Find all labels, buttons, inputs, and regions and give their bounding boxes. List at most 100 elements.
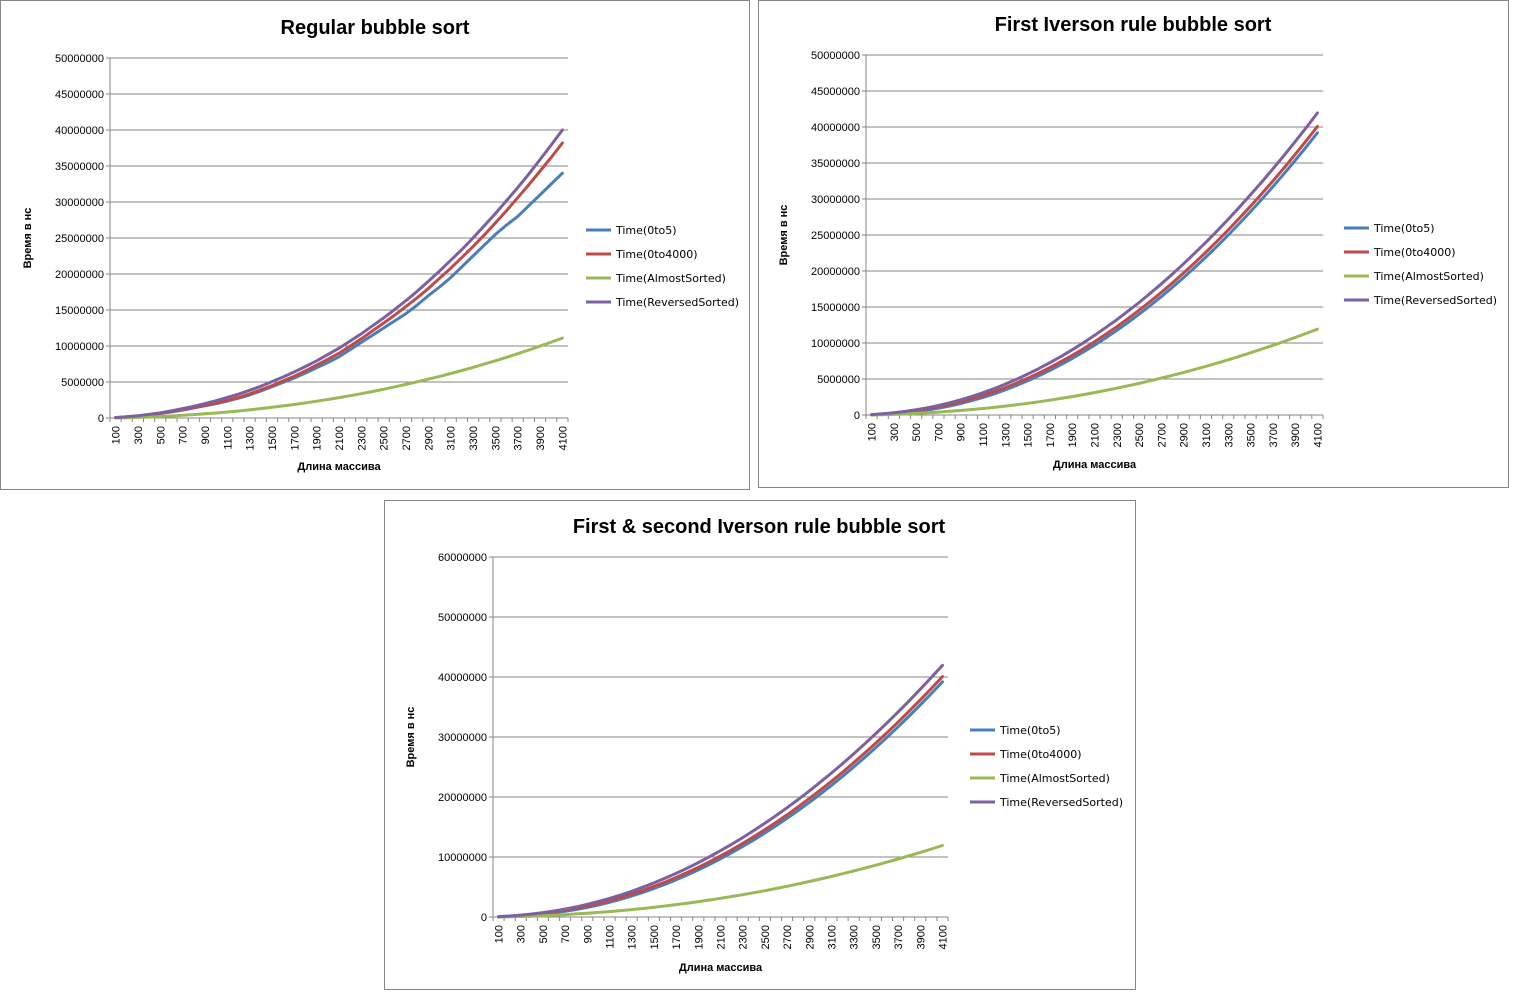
x-tick-label: 3300 [1223, 423, 1235, 447]
chart-panel-first-iverson: First Iverson rule bubble sort 0 5000000 10… [758, 0, 1509, 488]
chart-svg-regular: Regular bubble sort 0 5000000 10000000 15000… [22, 17, 739, 473]
y-tick-label: 0 [481, 912, 487, 924]
x-tick-label: 3700 [1268, 423, 1280, 447]
legend-label-3: Time(ReversedSorted) [615, 296, 739, 309]
x-tick-label: 2500 [760, 925, 772, 949]
y-tick-label: 40000000 [55, 125, 104, 137]
x-tick-label: 2100 [1090, 423, 1102, 447]
x-tick-label: 2500 [379, 426, 391, 450]
x-tick-label: 300 [516, 925, 528, 943]
y-tick-label: 40000000 [438, 672, 487, 684]
y-tick-label: 35000000 [811, 158, 860, 170]
y-tick-label: 0 [854, 410, 860, 422]
chart-title: First & second Iverson rule bubble sort [573, 516, 946, 538]
series-line-2 [870, 327, 1319, 417]
x-tick-label: 3900 [915, 925, 927, 949]
y-tick-label: 25000000 [55, 233, 104, 245]
x-tick-label: 3500 [871, 925, 883, 949]
x-tick-label: 300 [889, 423, 901, 441]
x-tick-label: 3700 [513, 426, 525, 450]
x-tick-label: 1700 [1045, 423, 1057, 447]
x-tick-label: 1500 [1023, 423, 1035, 447]
x-tick-label: 4100 [937, 925, 949, 949]
y-tick-label: 35000000 [55, 161, 104, 173]
x-tick-label: 100 [111, 426, 123, 444]
series-line-2 [497, 844, 944, 919]
x-tick-label: 3300 [849, 925, 861, 949]
legend-label-2: Time(AlmostSorted) [615, 272, 726, 285]
legend-label-0: Time(0to5) [1373, 222, 1435, 235]
x-tick-label: 3100 [446, 426, 458, 450]
x-tick-label: 3700 [893, 925, 905, 949]
x-tick-label: 1300 [1000, 423, 1012, 447]
x-tick-label: 2700 [1156, 423, 1168, 447]
series-line-0 [114, 171, 564, 420]
y-axis-label: Время в нс [405, 707, 417, 768]
x-tick-label: 1900 [312, 426, 324, 450]
y-tick-label: 20000000 [811, 266, 860, 278]
x-tick-label: 1100 [605, 925, 617, 949]
chart-panel-first-second-iverson: First & second Iverson rule bubble sort 0… [384, 500, 1136, 990]
x-tick-label: 1500 [649, 925, 661, 949]
y-tick-label: 10000000 [811, 338, 860, 350]
y-tick-label: 5000000 [817, 374, 860, 386]
y-tick-label: 30000000 [55, 197, 104, 209]
x-tick-label: 1500 [267, 426, 279, 450]
x-tick-label: 1300 [245, 426, 257, 450]
y-tick-label: 50000000 [811, 50, 860, 62]
x-tick-label: 900 [956, 423, 968, 441]
x-tick-label: 3100 [826, 925, 838, 949]
x-tick-label: 3500 [1246, 423, 1258, 447]
series-line-3 [870, 111, 1319, 417]
y-tick-label: 0 [98, 413, 104, 425]
x-tick-label: 2900 [423, 426, 435, 450]
x-tick-label: 1700 [671, 925, 683, 949]
y-tick-label: 20000000 [438, 792, 487, 804]
x-tick-label: 2900 [1179, 423, 1191, 447]
series-line-0 [497, 680, 944, 919]
x-tick-label: 900 [200, 426, 212, 444]
x-tick-label: 3900 [535, 426, 547, 450]
x-tick-label: 1900 [1067, 423, 1079, 447]
legend-label-1: Time(0to4000) [1373, 246, 1456, 259]
y-axis-label: Время в нс [22, 208, 34, 269]
y-tick-label: 50000000 [55, 53, 104, 65]
x-tick-label: 1100 [222, 426, 234, 450]
series-line-3 [497, 663, 944, 919]
series-line-3 [114, 128, 564, 420]
y-tick-label: 20000000 [55, 269, 104, 281]
y-tick-label: 45000000 [55, 89, 104, 101]
x-tick-label: 1300 [627, 925, 639, 949]
y-tick-label: 30000000 [811, 194, 860, 206]
series-line-0 [870, 131, 1319, 417]
x-tick-label: 2700 [782, 925, 794, 949]
y-tick-label: 40000000 [811, 122, 860, 134]
y-tick-label: 25000000 [811, 230, 860, 242]
x-tick-label: 2500 [1134, 423, 1146, 447]
y-tick-label: 15000000 [55, 305, 104, 317]
y-tick-label: 5000000 [61, 377, 104, 389]
x-tick-label: 3300 [468, 426, 480, 450]
x-tick-label: 2300 [356, 426, 368, 450]
chart-svg-first-second-iverson: First & second Iverson rule bubble sort 0… [405, 516, 1123, 974]
y-tick-label: 30000000 [438, 732, 487, 744]
series-line-2 [114, 336, 564, 420]
x-tick-label: 2100 [716, 925, 728, 949]
legend-label-2: Time(AlmostSorted) [999, 772, 1110, 785]
x-tick-label: 2100 [334, 426, 346, 450]
y-tick-label: 15000000 [811, 302, 860, 314]
x-axis-label: Длина массива [297, 461, 381, 473]
x-tick-label: 2700 [401, 426, 413, 450]
x-tick-label: 4100 [1312, 423, 1324, 447]
x-tick-label: 500 [538, 925, 550, 943]
y-tick-label: 45000000 [811, 86, 860, 98]
x-tick-label: 700 [560, 925, 572, 943]
chart-panel-regular: Regular bubble sort 0 5000000 10000000 15000… [0, 0, 750, 490]
legend-label-0: Time(0to5) [999, 724, 1061, 737]
legend-label-3: Time(ReversedSorted) [999, 796, 1123, 809]
chart-title: First Iverson rule bubble sort [995, 14, 1272, 36]
legend-label-1: Time(0to4000) [999, 748, 1082, 761]
x-tick-label: 4100 [557, 426, 569, 450]
legend-label-2: Time(AlmostSorted) [1373, 270, 1484, 283]
x-tick-label: 3900 [1290, 423, 1302, 447]
